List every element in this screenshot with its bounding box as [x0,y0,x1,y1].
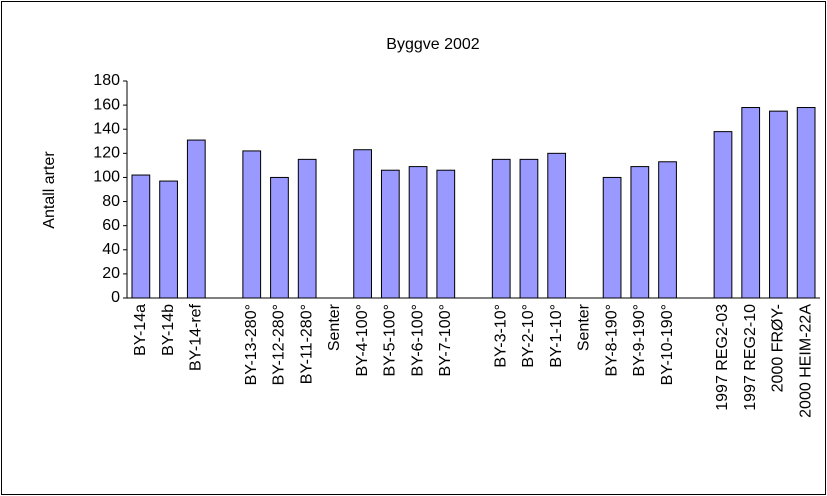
x-tick-label: BY-3-10° [492,304,509,368]
y-tick-label: 80 [102,193,120,210]
x-tick-label: BY-12-280° [271,304,288,385]
bar [353,149,372,299]
x-tick-label: BY-10-190° [659,304,676,385]
bar [408,166,428,299]
x-tick-label: BY-2-10° [520,304,537,368]
x-tick-label: BY-9-190° [631,304,648,377]
y-tick-label: 60 [102,217,120,234]
bar [297,158,317,299]
x-tick-label: BY-8-190° [603,304,620,377]
bar [270,176,289,299]
x-tick-label: 2000 HEIM-22A [797,304,814,418]
bar [436,169,456,299]
x-tick-label: 1997 REG2-03 [714,304,731,411]
x-tick-label: BY-7-100° [437,304,454,377]
x-tick-label: 1997 REG2-10 [742,304,759,411]
bar [242,150,262,299]
bar [713,131,733,299]
x-tick-label: Senter [576,303,593,351]
x-tick-label: BY-1-10° [548,304,565,368]
bar [658,161,677,299]
bar [769,110,788,299]
y-tick-label: 180 [93,72,120,89]
y-tick-label: 160 [93,96,120,113]
x-tick-label: BY-14a [132,304,149,356]
bar [159,180,178,299]
x-tick-label: BY-11-280° [298,304,315,384]
bar [796,107,816,299]
y-tick-label: 140 [93,120,120,137]
x-tick-label: BY-4-100° [354,304,371,377]
bar [131,174,151,299]
x-tick-label: BY-5-100° [382,304,399,377]
chart-title: Byggve 2002 [386,36,480,53]
y-axis-label: Antall arter [41,151,58,229]
bar [519,158,539,299]
bar [630,166,650,299]
x-tick-label: 2000 FRØY- [770,304,787,392]
x-tick-label: BY-13-280° [243,304,260,385]
x-tick-label: BY-14-ref [188,303,205,371]
y-tick-label: 0 [111,289,120,306]
y-tick-label: 20 [102,265,120,282]
bar [491,158,511,299]
bar [602,176,622,299]
y-tick-label: 40 [102,241,120,258]
x-tick-label: Senter [326,303,343,351]
x-tick-label: BY-6-100° [409,304,426,377]
x-tick-label: BY-14b [160,304,177,356]
bar [547,152,567,299]
bar [380,169,400,299]
y-tick-label: 120 [93,145,120,162]
bar [741,107,761,299]
y-tick-label: 100 [93,169,120,186]
bar [186,139,206,299]
